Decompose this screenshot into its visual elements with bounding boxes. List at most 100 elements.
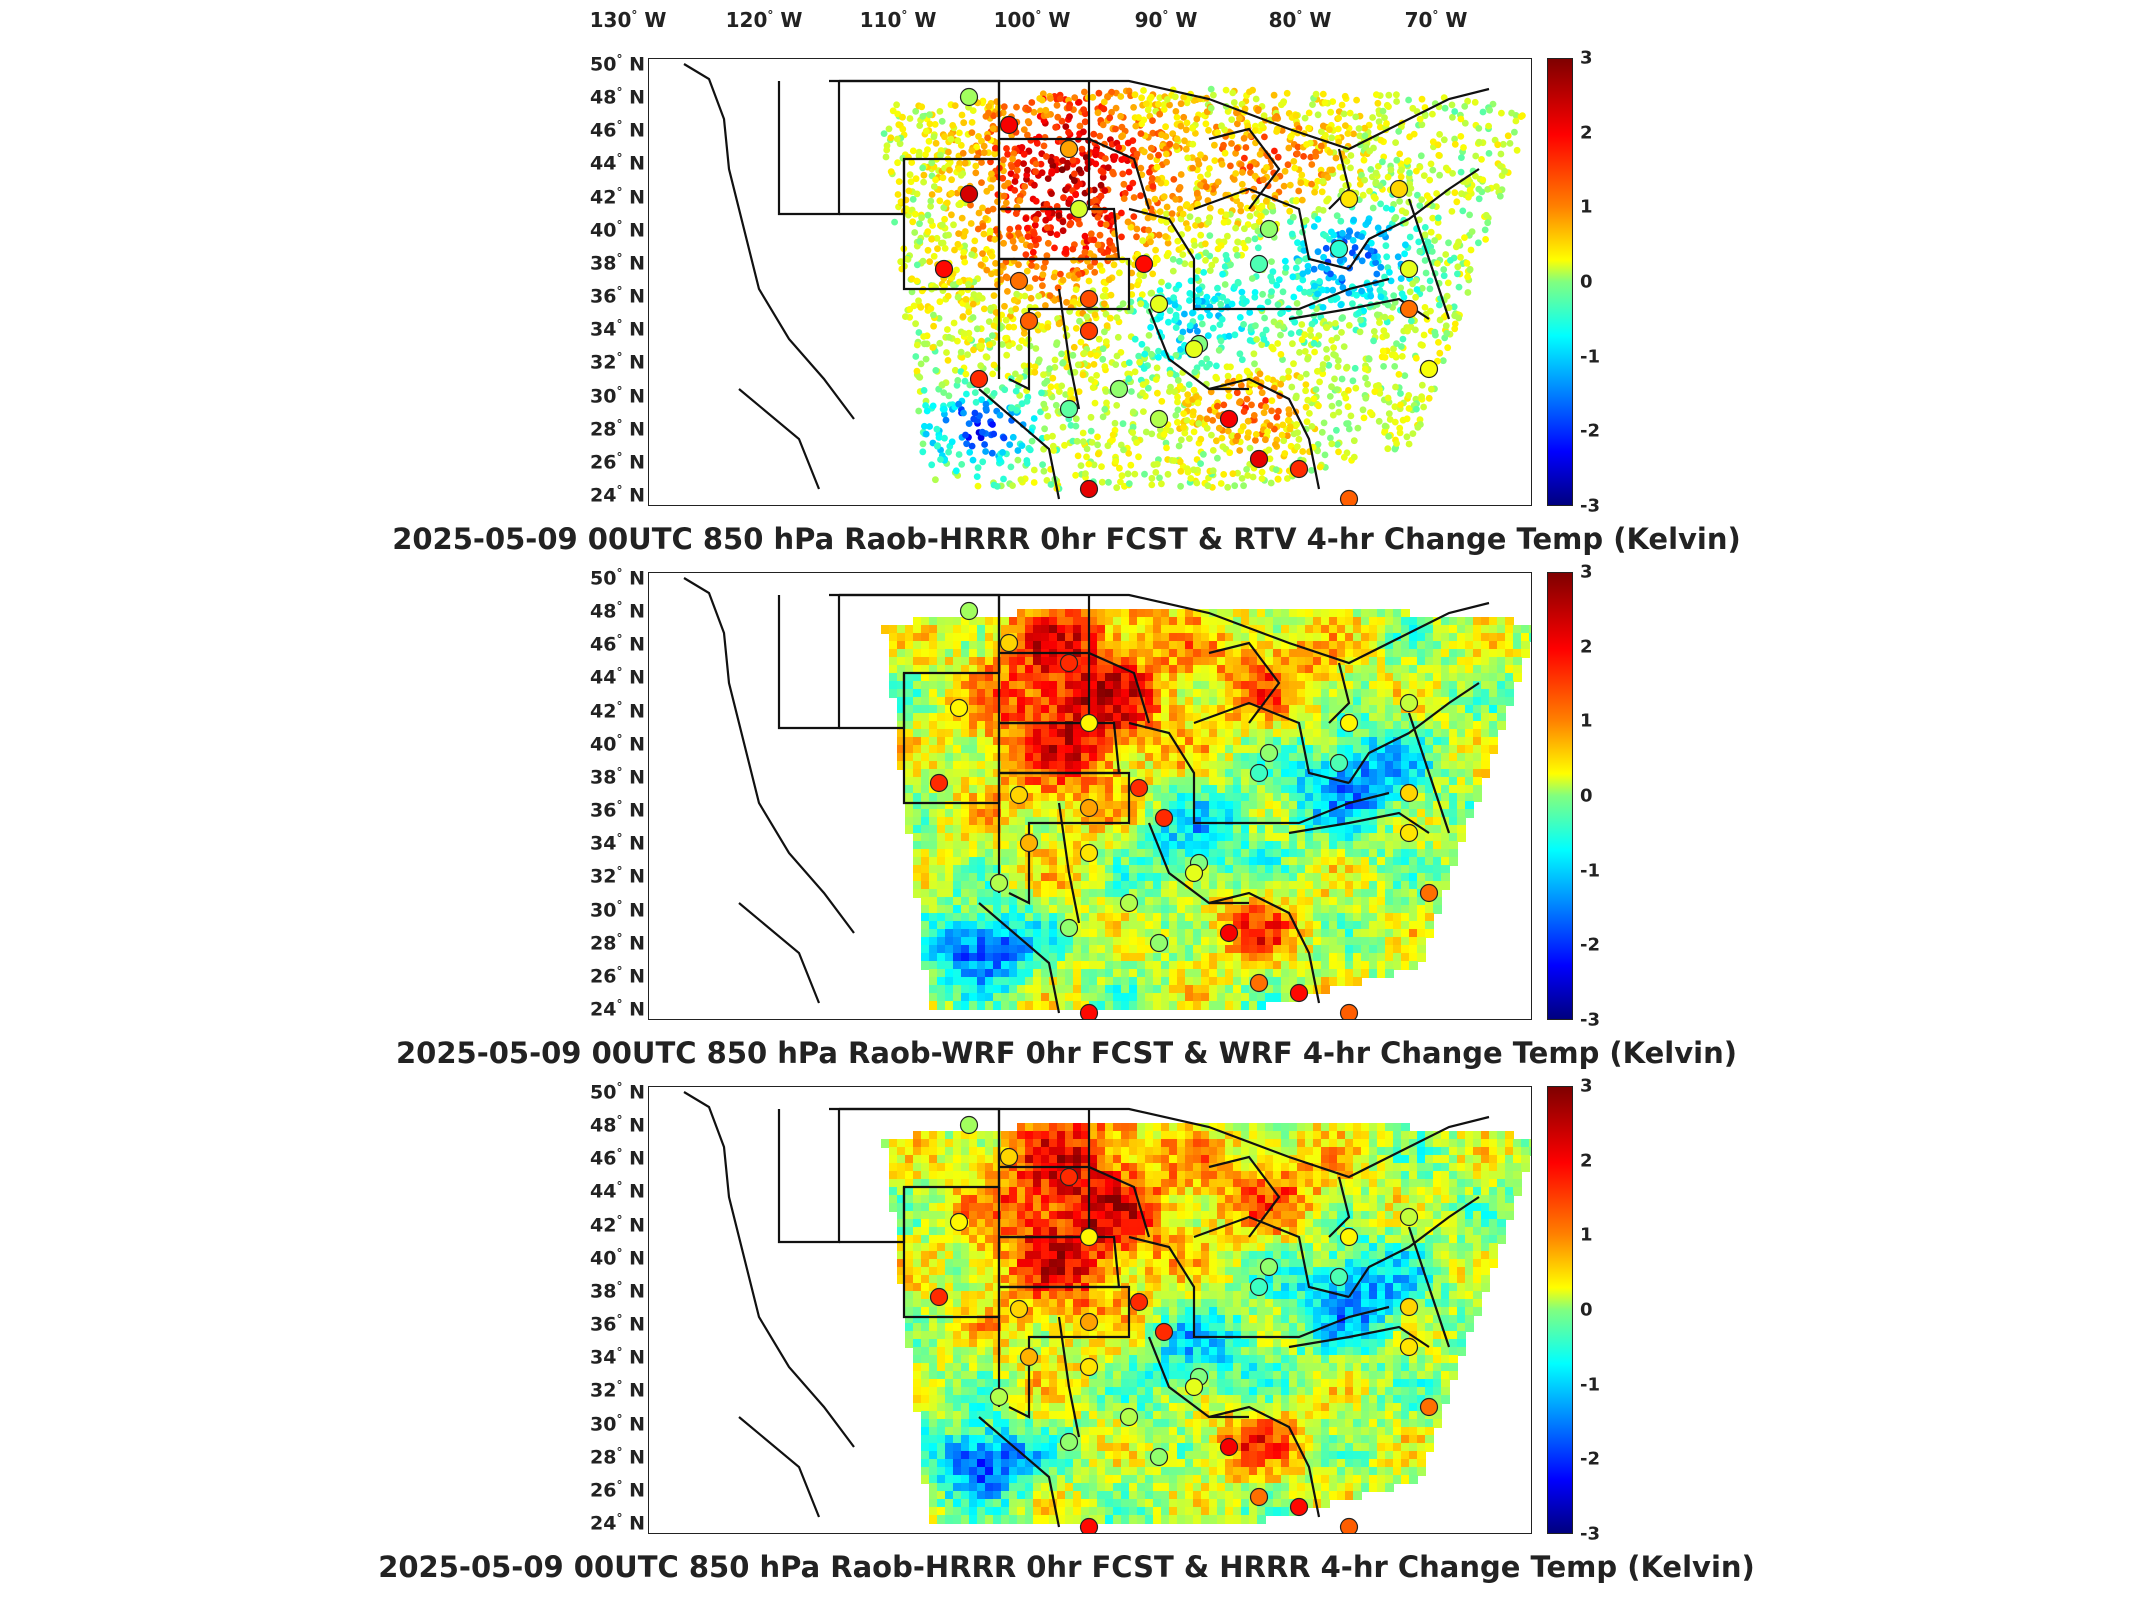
retrieval-point: [1079, 429, 1087, 437]
field-cell: [1137, 761, 1146, 770]
retrieval-point: [1163, 218, 1170, 226]
field-cell: [1369, 689, 1378, 698]
retrieval-point: [1475, 125, 1483, 132]
field-cell: [1353, 641, 1362, 650]
field-cell: [1097, 713, 1106, 722]
retrieval-point: [1101, 286, 1109, 294]
field-cell: [945, 649, 954, 658]
retrieval-point: [1148, 144, 1155, 152]
field-cell: [1321, 641, 1330, 650]
retrieval-point: [1305, 109, 1313, 117]
field-cell: [1177, 657, 1186, 666]
field-cell: [1297, 673, 1306, 682]
field-cell: [1385, 641, 1394, 650]
retrieval-point: [1219, 294, 1227, 301]
retrieval-point: [924, 246, 932, 254]
retrieval-point: [1391, 215, 1398, 223]
field-cell: [1137, 609, 1146, 618]
latitude-label: 34° N: [590, 317, 645, 341]
retrieval-point: [1194, 216, 1202, 224]
retrieval-point: [969, 456, 977, 464]
field-cell: [1193, 657, 1202, 666]
field-cell: [1385, 681, 1394, 690]
retrieval-point: [1002, 316, 1010, 324]
field-cell: [1449, 729, 1458, 738]
colorbar-tick-label: 1: [1580, 196, 1593, 218]
retrieval-point: [1064, 159, 1071, 167]
retrieval-point: [1060, 194, 1067, 202]
retrieval-point: [1193, 189, 1201, 197]
retrieval-point: [1059, 276, 1067, 284]
retrieval-point: [1294, 429, 1301, 436]
field-cell: [985, 705, 994, 714]
retrieval-point: [948, 176, 955, 184]
field-cell: [1153, 761, 1162, 770]
retrieval-point: [1412, 354, 1420, 362]
field-cell: [1513, 665, 1522, 674]
field-cell: [953, 689, 962, 698]
retrieval-point: [1451, 140, 1459, 148]
raob-station-marker: [1134, 254, 1154, 274]
retrieval-point: [1074, 452, 1082, 460]
field-cell: [929, 761, 938, 770]
field-cell: [985, 713, 994, 722]
retrieval-point: [1072, 191, 1080, 199]
retrieval-point: [1268, 343, 1276, 351]
retrieval-point: [967, 220, 975, 227]
field-cell: [945, 713, 954, 722]
field-cell: [1393, 705, 1402, 714]
field-cell: [1209, 689, 1218, 698]
field-cell: [953, 649, 962, 658]
field-cell: [1329, 665, 1338, 674]
field-cell: [1009, 721, 1018, 730]
retrieval-point: [1066, 221, 1074, 229]
field-cell: [1481, 641, 1490, 650]
field-cell: [1489, 641, 1498, 650]
latitude-label: 42° N: [590, 184, 645, 209]
field-cell: [1225, 649, 1234, 658]
longitude-label: 110° W: [859, 8, 937, 32]
retrieval-point: [962, 370, 970, 378]
field-cell: [1297, 753, 1306, 762]
field-cell: [1265, 713, 1274, 722]
field-cell: [1217, 705, 1226, 714]
field-cell: [1241, 609, 1250, 618]
field-cell: [1409, 633, 1418, 642]
field-cell: [1241, 753, 1250, 762]
field-cell: [961, 673, 970, 682]
field-cell: [921, 681, 930, 690]
retrieval-point: [920, 171, 928, 179]
field-cell: [1145, 705, 1154, 714]
retrieval-point: [972, 162, 980, 170]
retrieval-point: [1140, 408, 1147, 415]
field-cell: [1057, 713, 1066, 722]
field-cell: [985, 689, 994, 698]
retrieval-point: [1156, 287, 1164, 294]
field-cell: [1497, 721, 1506, 730]
retrieval-point: [1333, 212, 1341, 220]
retrieval-point: [1026, 446, 1034, 454]
field-cell: [953, 721, 962, 730]
field-cell: [1273, 745, 1282, 754]
field-cell: [1473, 641, 1482, 650]
retrieval-point: [1166, 101, 1173, 109]
field-cell: [1417, 641, 1426, 650]
retrieval-point: [1062, 248, 1070, 256]
latitude-label: 38° N: [590, 765, 645, 789]
retrieval-point: [1020, 126, 1028, 133]
field-cell: [1321, 745, 1330, 754]
retrieval-point: [1217, 337, 1225, 345]
field-cell: [1385, 609, 1394, 618]
retrieval-point: [922, 127, 930, 135]
retrieval-point: [982, 353, 990, 361]
field-cell: [1385, 713, 1394, 722]
field-cell: [1233, 753, 1242, 762]
field-cell: [937, 737, 946, 746]
retrieval-point: [1328, 134, 1336, 142]
retrieval-point: [1076, 220, 1083, 228]
field-cell: [1129, 721, 1138, 730]
field-cell: [1385, 689, 1394, 698]
retrieval-point: [1475, 239, 1482, 247]
field-cell: [1073, 705, 1082, 714]
retrieval-point: [1289, 340, 1296, 348]
